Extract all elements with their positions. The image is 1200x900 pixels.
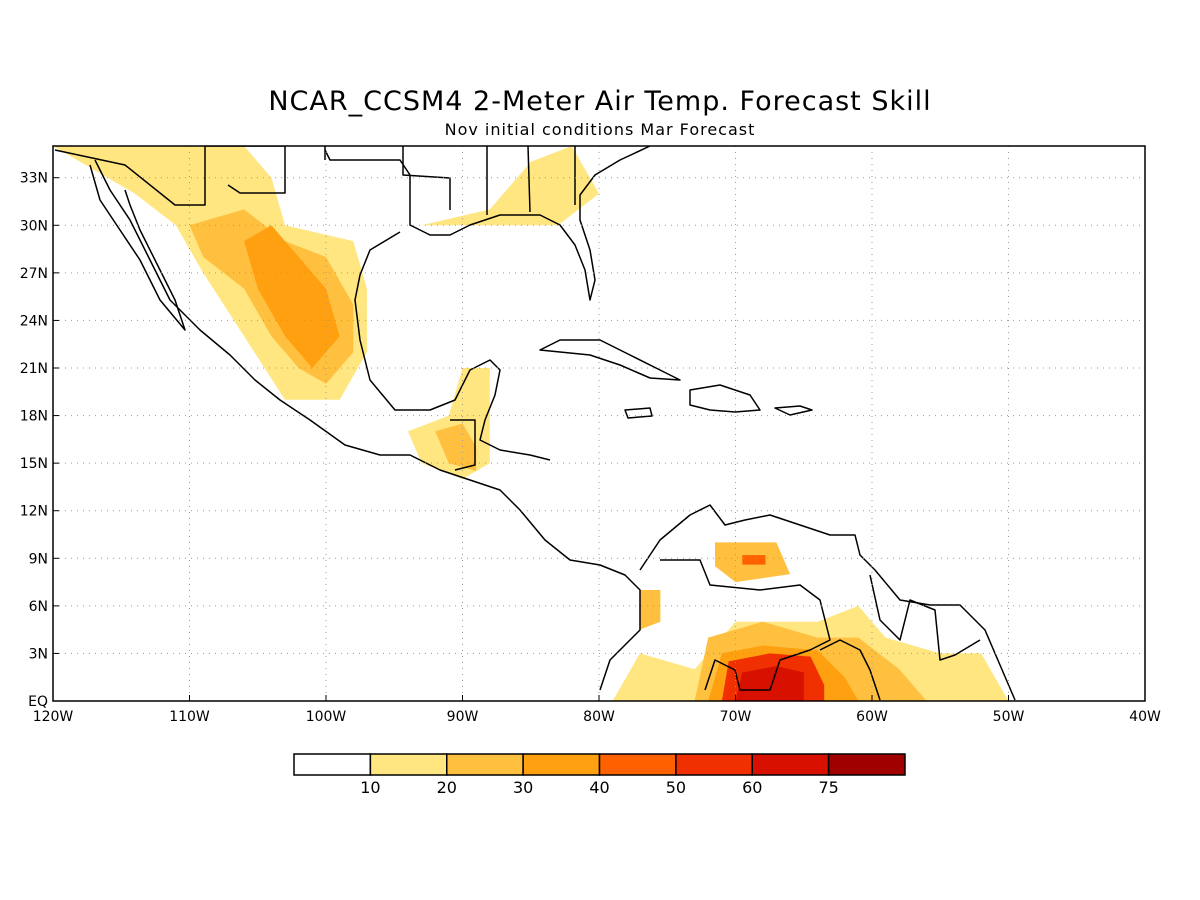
colorbar-label: 20 [437,778,457,797]
lat-label: 24N [20,313,48,329]
colorbar-swatch [446,753,524,776]
colorbar: 10 20 30 40 50 60 75 [293,753,906,797]
colorbar-label: 10 [360,778,380,797]
colorbar-swatch [522,753,601,776]
lat-label: EQ [28,694,48,710]
colorbar-swatch [598,753,677,776]
lon-label: 120W [33,709,74,725]
lat-label: 33N [20,171,48,187]
lat-label: 27N [20,266,48,282]
skill-region-guatemala-core [435,423,477,472]
colorbar-label: 50 [666,778,686,797]
colorbar-swatch [675,753,753,776]
coastlines [54,146,1016,701]
colorbar-label: 30 [513,778,533,797]
lat-label: 9N [29,551,48,567]
lat-label: 21N [20,361,48,377]
lat-label: 12N [20,504,48,520]
colorbar-swatch [827,753,906,776]
colorbar-label: 60 [742,778,762,797]
lon-label: 60W [856,709,888,725]
longitude-labels: 120W 110W 100W 90W 80W 70W 60W 50W 40W [33,695,1161,725]
lat-label: 3N [29,646,48,662]
skill-shading [53,146,1009,701]
lat-label: 15N [20,456,48,472]
lon-label: 100W [306,709,347,725]
colorbar-swatch [369,753,448,776]
lat-label: 30N [20,218,48,234]
lon-label: 80W [583,709,615,725]
lon-label: 90W [447,709,479,725]
skill-region-venezuela-core [742,555,766,565]
colorbar-label: 40 [589,778,609,797]
lon-label: 110W [169,709,210,725]
lat-label: 6N [29,599,48,615]
skill-region-southeast-us [421,146,599,226]
skill-region-amazon-hottest [735,666,804,701]
map-subtitle: Nov initial conditions Mar Forecast [444,120,756,139]
colorbar-swatch [293,753,372,776]
colorbar-swatch [751,753,830,776]
lon-label: 70W [720,709,752,725]
skill-region-central-mexico-core [244,225,340,368]
map-gridlines [53,146,1145,701]
latitude-labels: EQ 3N 6N 9N 12N 15N 18N 21N 24N 27N 30N 33N [20,171,59,710]
skill-region-colombia-west [639,590,661,630]
map-title: NCAR_CCSM4 2-Meter Air Temp. Forecast Sk… [268,86,932,117]
lon-label: 50W [993,709,1025,725]
lat-label: 18N [20,409,48,425]
lon-label: 40W [1129,709,1161,725]
colorbar-label: 75 [818,778,838,797]
